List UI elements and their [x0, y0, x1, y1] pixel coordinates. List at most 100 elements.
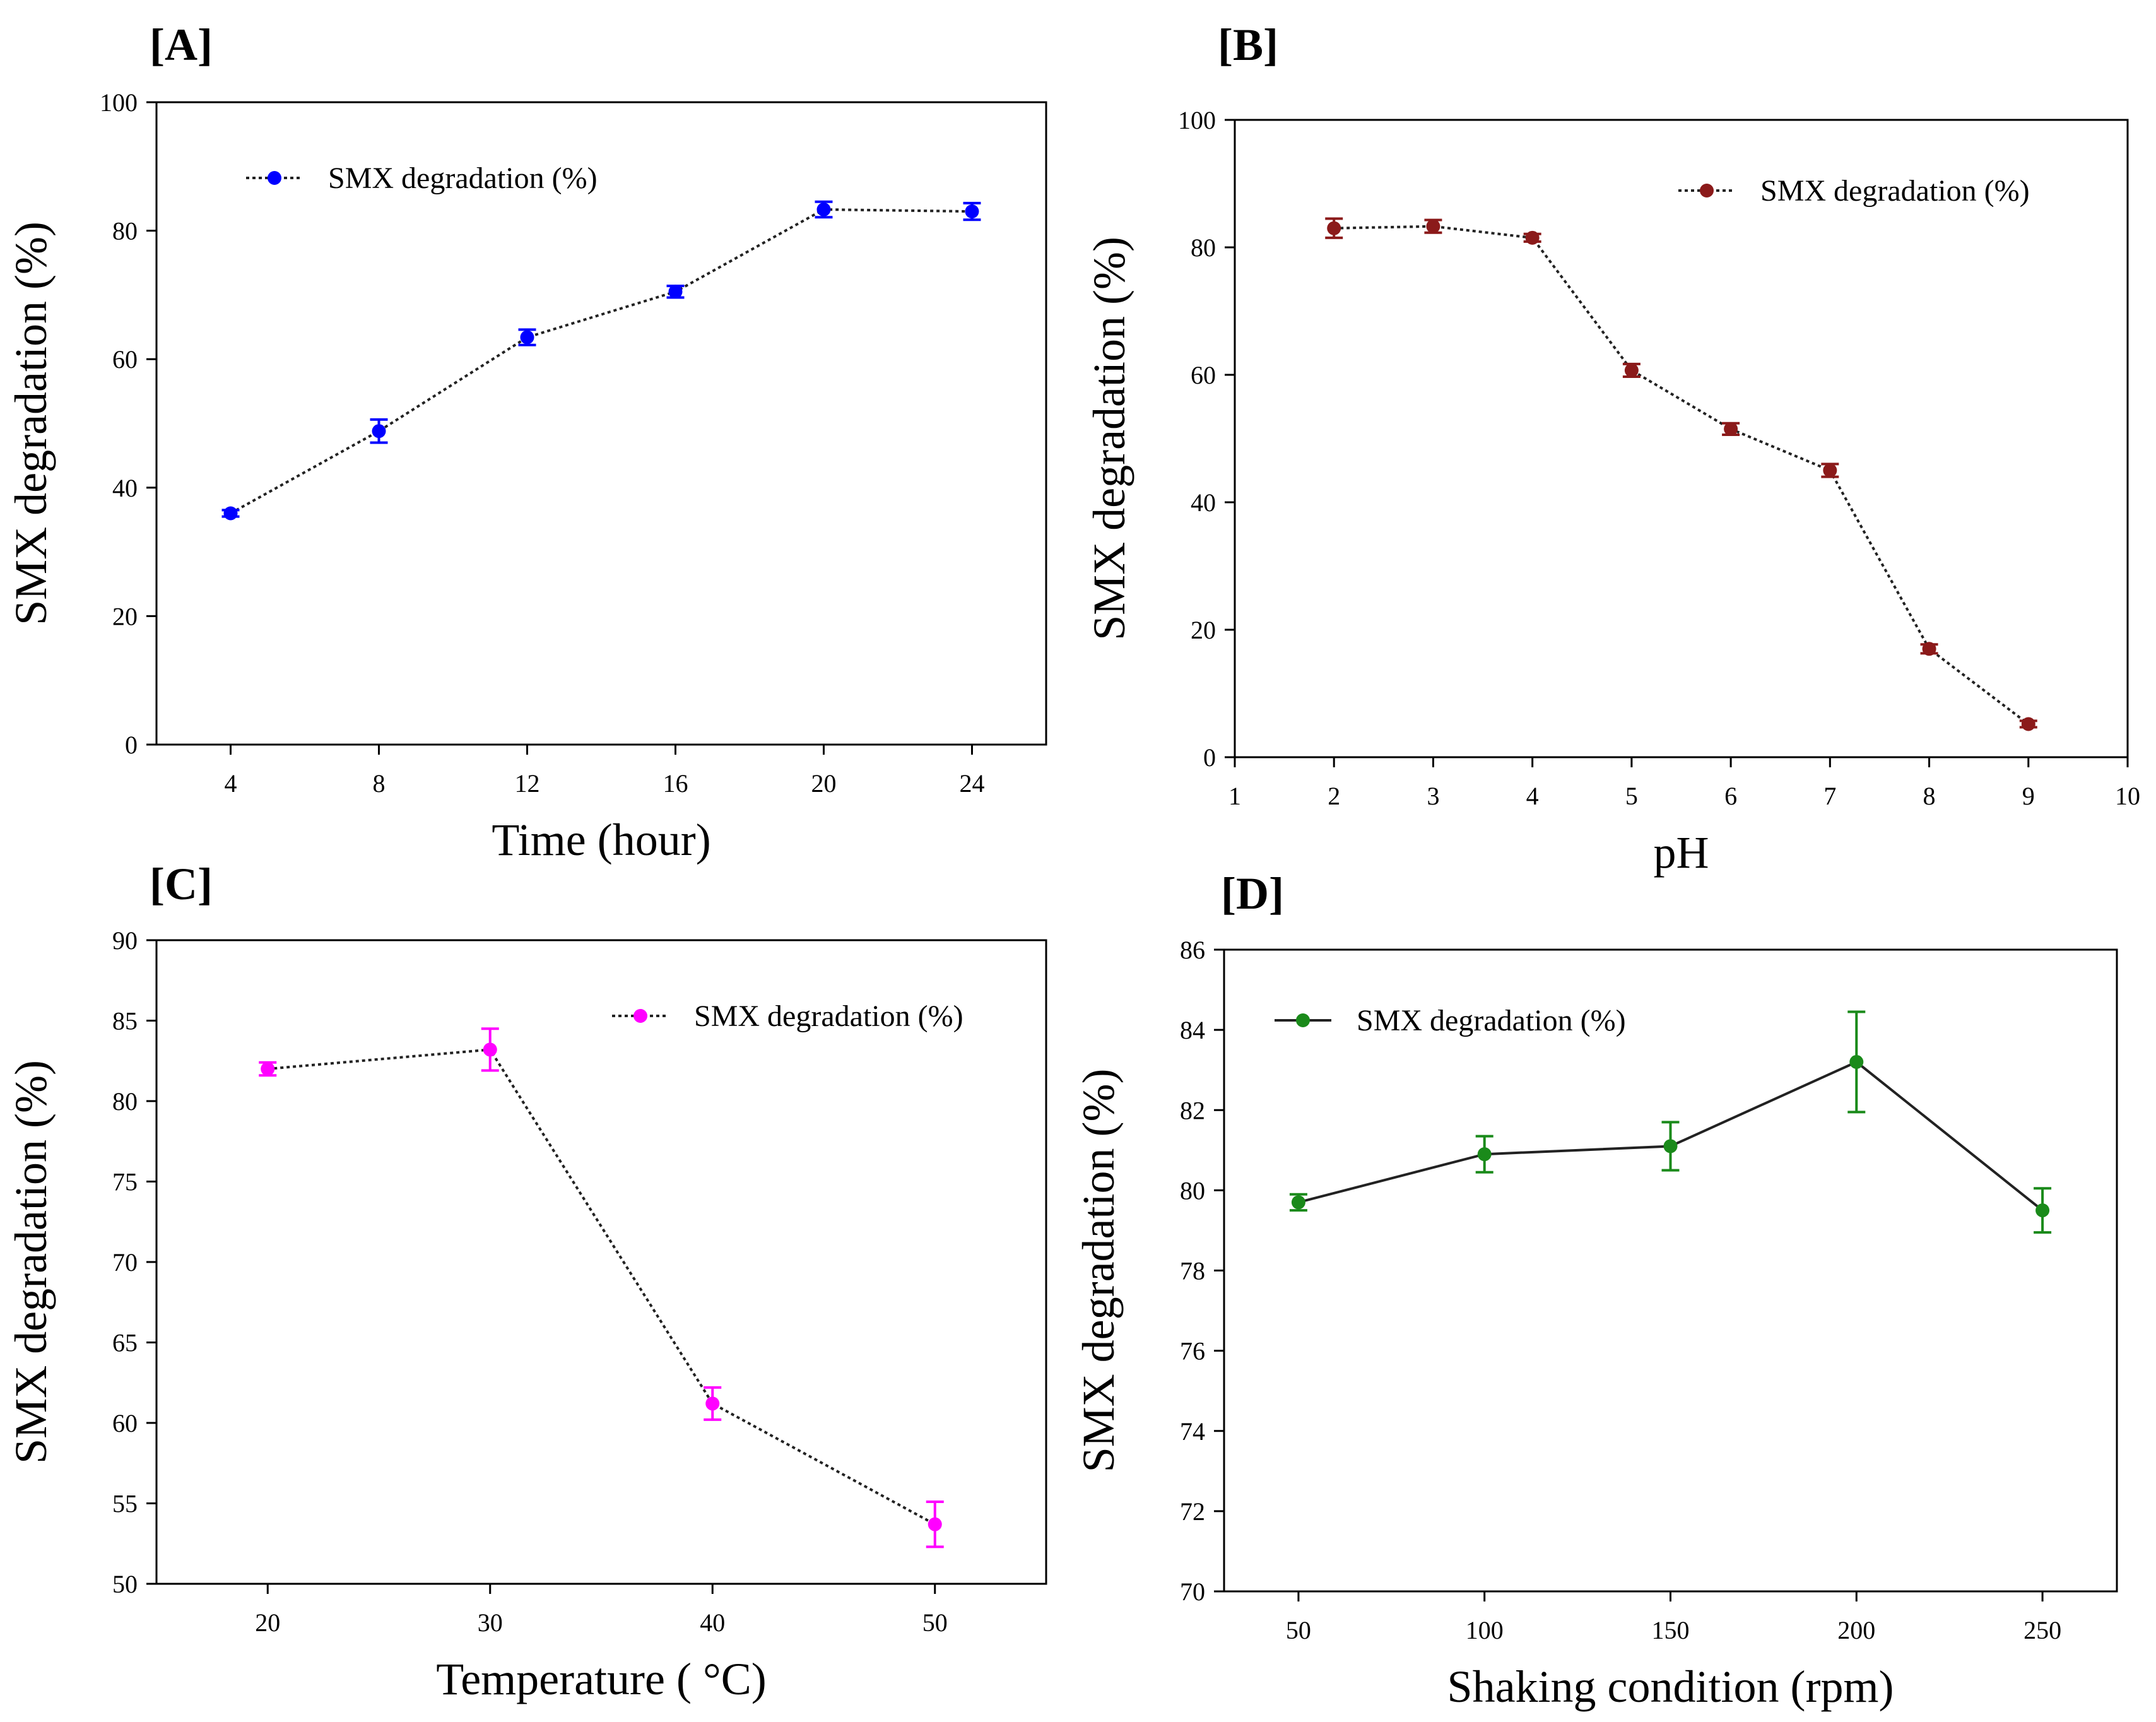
x-tick-label: 20: [255, 1608, 280, 1637]
x-tick-label: 2: [1328, 782, 1340, 810]
y-tick-label: 60: [112, 345, 138, 374]
y-tick-label: 82: [1180, 1096, 1205, 1124]
y-tick-label: 90: [112, 926, 138, 955]
legend-marker: [1296, 1013, 1310, 1027]
y-tick-label: 50: [112, 1570, 138, 1598]
panel-label: [A]: [150, 20, 213, 70]
panel-label: [D]: [1221, 868, 1284, 919]
x-axis-title: Time (hour): [492, 815, 710, 865]
x-axis-title: pH: [1654, 827, 1709, 878]
x-tick-label: 3: [1427, 782, 1439, 810]
y-axis-title: SMX degradation (%): [6, 221, 56, 625]
data-point: [2021, 717, 2035, 731]
data-point: [1849, 1054, 1864, 1069]
x-tick-label: 16: [663, 769, 688, 798]
y-tick-label: 84: [1180, 1016, 1205, 1044]
chart-panel-a: [A] 4 8 12 16 20 24 0 20 40 60 80 100 Time (hour) SMX …: [6, 20, 1047, 865]
legend-label: SMX degradation (%): [328, 162, 598, 195]
x-tick-label: 1: [1228, 782, 1241, 810]
y-tick-label: 74: [1180, 1417, 1205, 1446]
data-point: [2035, 1203, 2050, 1218]
legend-marker: [633, 1009, 647, 1023]
y-axis-title: SMX degradation (%): [6, 1060, 56, 1464]
y-axis-title: SMX degradation (%): [1084, 237, 1134, 640]
plot-frame: [1234, 119, 2129, 758]
x-tick-label: 9: [2022, 782, 2035, 810]
x-tick-label: 24: [960, 769, 985, 798]
legend-marker: [1700, 184, 1714, 198]
y-tick-label: 85: [112, 1007, 138, 1035]
plot-frame: [1223, 948, 2118, 1593]
y-tick-label: 55: [112, 1490, 138, 1518]
legend-label: SMX degradation (%): [1357, 1004, 1626, 1037]
data-point: [1327, 221, 1341, 235]
data-point: [668, 285, 683, 299]
x-tick-label: 5: [1625, 782, 1638, 810]
y-tick-label: 70: [1180, 1578, 1205, 1606]
series-line: [268, 1048, 936, 1526]
data-point: [816, 203, 831, 217]
chart-panel-c: [C] 20 30 40 50 50 55 60 65 70 75 80 85 90 Temperature…: [6, 859, 1047, 1704]
data-point: [928, 1517, 942, 1531]
x-tick-label: 40: [700, 1608, 725, 1637]
x-tick-label: 50: [922, 1608, 948, 1637]
data-point: [705, 1396, 720, 1411]
y-axis-title: SMX degradation (%): [1073, 1069, 1124, 1473]
panel-label: [B]: [1218, 20, 1278, 70]
y-tick-label: 80: [1191, 233, 1216, 262]
y-tick-label: 100: [1178, 106, 1216, 134]
data-point: [1922, 642, 1936, 656]
legend-label: SMX degradation (%): [1760, 174, 2030, 208]
y-tick-label: 60: [1191, 361, 1216, 389]
y-tick-label: 65: [112, 1329, 138, 1357]
y-tick-label: 76: [1180, 1337, 1205, 1365]
panel-label: [C]: [150, 859, 213, 909]
data-point: [1823, 463, 1837, 478]
y-tick-label: 80: [112, 217, 138, 245]
data-point: [1525, 230, 1540, 245]
y-tick-label: 0: [125, 731, 138, 759]
y-tick-label: 75: [112, 1168, 138, 1196]
x-tick-label: 4: [1526, 782, 1539, 810]
y-tick-label: 60: [112, 1409, 138, 1437]
x-tick-label: 7: [1823, 782, 1836, 810]
data-point: [965, 204, 979, 219]
x-axis-title: Shaking condition (rpm): [1447, 1661, 1894, 1712]
y-tick-label: 86: [1180, 936, 1205, 964]
x-tick-label: 200: [1837, 1616, 1875, 1644]
data-point: [261, 1062, 275, 1076]
data-point: [483, 1042, 497, 1057]
plot-frame: [155, 101, 1047, 746]
x-tick-label: 6: [1724, 782, 1737, 810]
y-tick-label: 40: [1191, 488, 1216, 517]
y-tick-label: 70: [112, 1248, 138, 1277]
x-tick-label: 20: [811, 769, 837, 798]
y-tick-label: 20: [112, 602, 138, 630]
y-tick-label: 100: [100, 88, 138, 117]
data-point: [520, 330, 534, 345]
data-point: [223, 506, 238, 521]
data-point: [372, 424, 386, 439]
y-tick-label: 80: [112, 1087, 138, 1116]
x-tick-label: 250: [2023, 1616, 2061, 1644]
series-line: [230, 208, 972, 515]
y-tick-label: 80: [1180, 1176, 1205, 1205]
data-point: [1477, 1147, 1492, 1162]
data-point: [1663, 1139, 1678, 1153]
x-tick-label: 100: [1466, 1616, 1504, 1644]
x-tick-label: 12: [515, 769, 540, 798]
data-point: [1724, 422, 1738, 436]
legend-marker: [268, 171, 281, 185]
y-tick-label: 72: [1180, 1497, 1205, 1526]
chart-panel-d: [D] 50 100 150 200 250 70 72 74 76 78 80 82 84 86 Shaki…: [1073, 868, 2118, 1712]
data-point: [1426, 219, 1440, 233]
x-tick-label: 150: [1652, 1616, 1690, 1644]
x-tick-label: 30: [478, 1608, 503, 1637]
data-point: [1291, 1195, 1305, 1210]
legend-label: SMX degradation (%): [694, 1000, 963, 1033]
y-tick-label: 78: [1180, 1257, 1205, 1285]
x-tick-label: 4: [225, 769, 237, 798]
y-tick-label: 0: [1203, 743, 1216, 772]
x-tick-label: 8: [373, 769, 386, 798]
